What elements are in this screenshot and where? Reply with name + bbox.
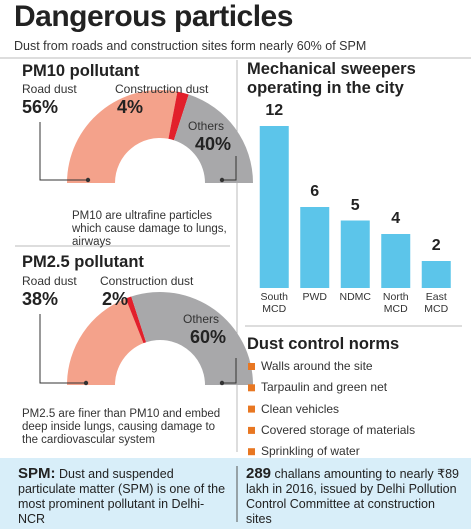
footer-spm: SPM: Dust and suspended particulate matt… (18, 466, 228, 527)
category-label: South MCD (260, 291, 288, 315)
caption: PM10 are ultrafine particles which cause… (72, 210, 227, 248)
leader-line (222, 358, 237, 384)
donut-segment (173, 94, 253, 183)
segment-label: Construction dust (100, 274, 194, 288)
bar (300, 207, 330, 288)
bar (421, 261, 451, 288)
footer-text: challans amounting to nearly ₹89 lakh in… (246, 467, 459, 526)
value-label: 4 (391, 210, 401, 227)
footer-text: Dust and suspended particulate matter (S… (18, 467, 226, 526)
value-label: 12 (265, 102, 284, 119)
norms-title: Dust control norms (247, 335, 400, 353)
value-label: 60% (190, 327, 227, 347)
footer-band (0, 458, 471, 529)
donut-segment (131, 292, 253, 385)
chart-title: PM2.5 pollutant (22, 253, 144, 271)
leader-dot (85, 177, 91, 183)
donut-segment (67, 298, 144, 385)
segment-label: Others (183, 312, 220, 326)
norm-item: Covered storage of materials (261, 422, 416, 437)
segment-label: Construction dust (115, 82, 209, 96)
chart-title: PM10 pollutant (22, 62, 140, 80)
segment-label: Others (188, 119, 225, 133)
leader-line (39, 122, 88, 181)
segment-label: Road dust (22, 82, 77, 96)
donut-segment (67, 90, 178, 183)
bar (381, 234, 411, 288)
leader-dot (83, 380, 89, 386)
value-label: 40% (195, 134, 232, 154)
bullet (248, 384, 255, 392)
category-label: PWD (302, 291, 328, 303)
segment-label: Road dust (22, 274, 77, 288)
leader-dot (219, 177, 225, 183)
footer-challans: 289 challans amounting to nearly ₹89 lak… (246, 466, 464, 527)
bar (259, 126, 289, 288)
leader-line (39, 314, 86, 384)
bullet (248, 448, 255, 456)
value-label: 56% (22, 97, 59, 117)
donut-segment (125, 296, 147, 344)
bullet (248, 363, 255, 370)
title: Dangerous particles (14, 0, 293, 33)
category-label: North MCD (382, 291, 409, 315)
leader-dot (219, 380, 225, 386)
category-label: NDMC (339, 291, 372, 303)
norm-item: Sprinkling of water (261, 444, 360, 459)
value-label: 2 (431, 237, 441, 254)
caption: PM2.5 are finer than PM10 and embed deep… (22, 408, 221, 446)
footer-term: SPM: (18, 465, 56, 482)
bar (340, 220, 370, 288)
bullet (248, 405, 255, 413)
subtitle: Dust from roads and construction sites f… (14, 39, 367, 53)
value-label: 4% (117, 97, 144, 117)
footer-number: 289 (246, 465, 272, 482)
norm-item: Walls around the site (261, 359, 373, 373)
bullet (248, 426, 255, 434)
value-label: 6 (310, 183, 320, 200)
leader-line (222, 156, 237, 181)
norm-item: Clean vehicles (261, 401, 340, 416)
norm-item: Tarpaulin and green net (261, 380, 388, 395)
value-label: 38% (22, 289, 59, 309)
donut-segment (168, 91, 189, 141)
value-label: 5 (350, 196, 360, 214)
value-label: 2% (102, 289, 129, 309)
chart-title: Mechanical sweepers operating in the cit… (247, 60, 416, 97)
category-label: East MCD (424, 291, 449, 315)
